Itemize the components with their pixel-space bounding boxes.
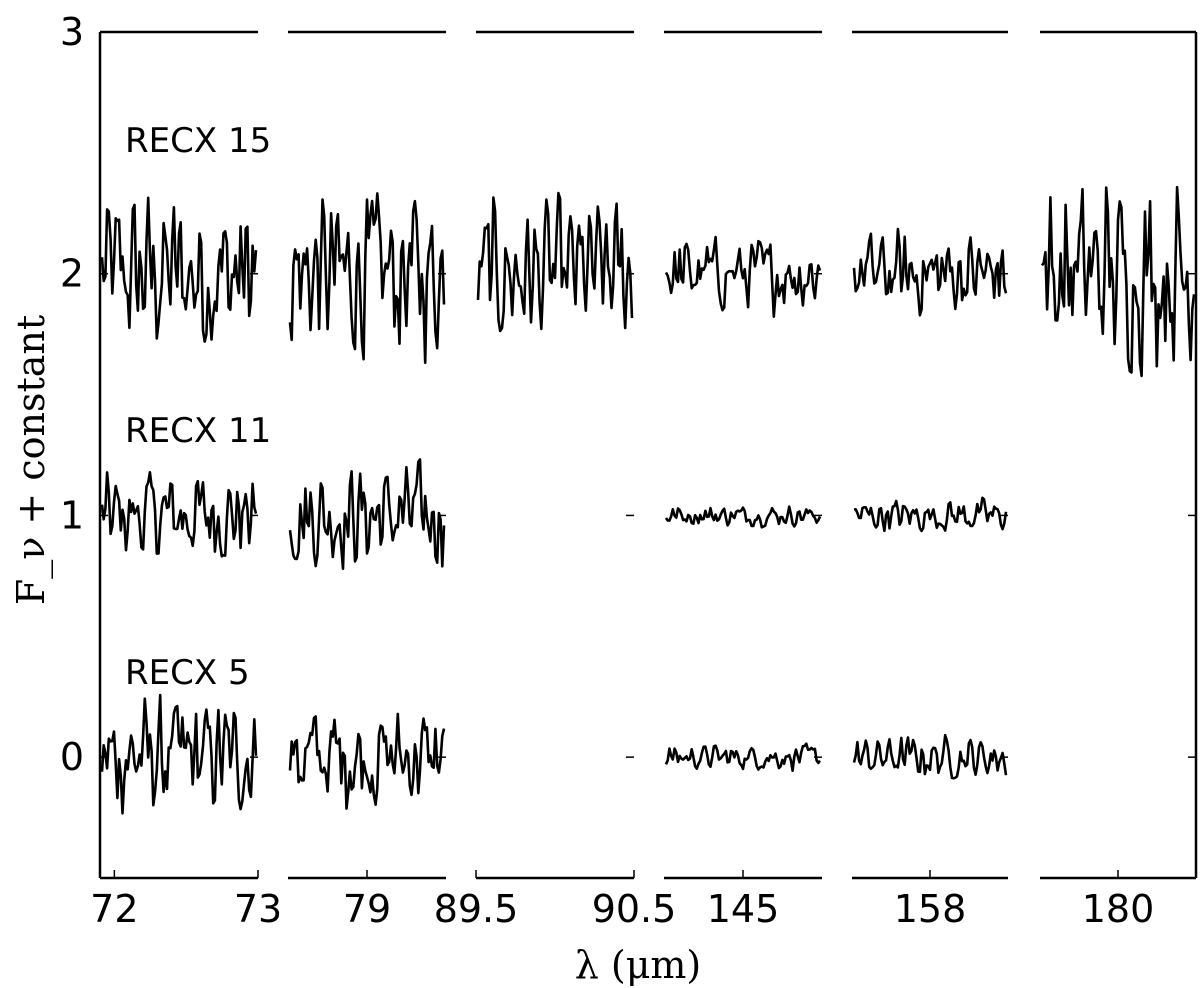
y-tick-label-3: 3	[60, 10, 84, 54]
x-axis-title: λ (μm)	[575, 943, 702, 987]
y-tick-label-1: 1	[60, 493, 84, 537]
label-group: RECX 15 RECX 11 RECX 5 λ (μm) F_ν + cons…	[9, 121, 701, 987]
spectrum-recx15-panel-5	[1040, 185, 1196, 378]
y-axis-title: F_ν + constant	[9, 315, 54, 605]
series-label-recx11: RECX 11	[125, 411, 271, 451]
spectrum-recx15-panel-2	[476, 191, 634, 333]
series-label-recx15: RECX 15	[125, 121, 271, 161]
x-tick-label-0-0: 72	[90, 887, 138, 931]
spectrum-recx5-panel-4	[852, 733, 1008, 780]
spectrum-recx11-panel-3	[664, 505, 822, 529]
panel-group: 72 73 79 89.5 90.5 145 158 180 0 1 2 3	[60, 10, 1198, 931]
spectrum-recx15-panel-4	[852, 227, 1008, 317]
x-tick-label-1-0: 79	[343, 887, 391, 931]
spectrum-recx15-panel-3	[664, 235, 822, 319]
spectrum-recx11-panel-1	[288, 458, 446, 571]
spectrum-recx11-panel-4	[853, 496, 1008, 533]
spectrum-recx11-panel-0	[100, 470, 258, 558]
series-label-recx5: RECX 5	[125, 653, 250, 693]
x-tick-label-2-0: 89.5	[434, 887, 519, 931]
spectrum-recx15-panel-1	[288, 192, 446, 365]
y-tick-label-0: 0	[60, 735, 84, 779]
x-tick-label-4-0: 158	[894, 887, 967, 931]
spectrum-recx5-panel-1	[288, 712, 446, 810]
x-tick-label-0-1: 73	[234, 887, 282, 931]
x-tick-label-5-0: 180	[1082, 887, 1155, 931]
spectrum-recx5-panel-0	[100, 693, 258, 815]
x-tick-label-2-1: 90.5	[592, 887, 677, 931]
spectrum-recx5-panel-3	[664, 742, 822, 773]
y-tick-label-2: 2	[60, 252, 84, 296]
spectrum-recx15-panel-0	[100, 196, 258, 343]
x-tick-label-3-0: 145	[707, 887, 780, 931]
